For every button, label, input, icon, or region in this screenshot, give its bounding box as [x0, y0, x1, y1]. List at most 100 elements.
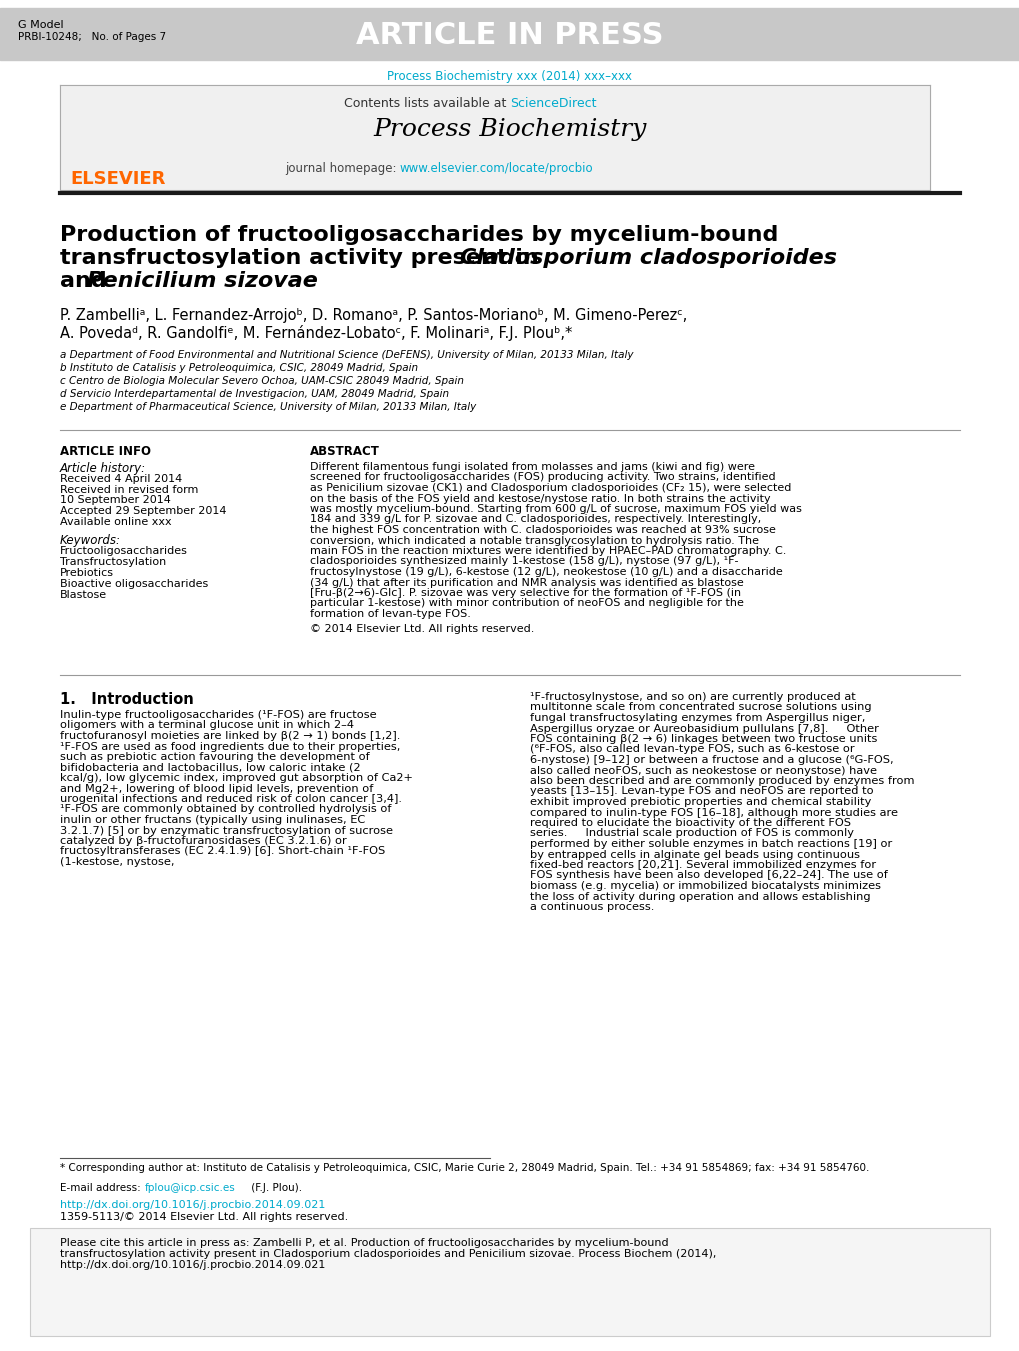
Text: exhibit improved prebiotic properties and chemical stability: exhibit improved prebiotic properties an…	[530, 797, 870, 807]
Text: ABSTRACT: ABSTRACT	[310, 444, 379, 458]
Text: transfructosylation activity present in Cladosporium cladosporioides and Penicil: transfructosylation activity present in …	[60, 1250, 715, 1259]
Text: http://dx.doi.org/10.1016/j.procbio.2014.09.021: http://dx.doi.org/10.1016/j.procbio.2014…	[60, 1200, 325, 1210]
Text: ¹F-FOS are commonly obtained by controlled hydrolysis of: ¹F-FOS are commonly obtained by controll…	[60, 804, 391, 815]
Text: formation of levan-type FOS.: formation of levan-type FOS.	[310, 609, 471, 619]
Text: Production of fructooligosaccharides by mycelium-bound: Production of fructooligosaccharides by …	[60, 226, 777, 245]
Text: 10 September 2014: 10 September 2014	[60, 494, 171, 505]
Text: © 2014 Elsevier Ltd. All rights reserved.: © 2014 Elsevier Ltd. All rights reserved…	[310, 624, 534, 635]
Text: Blastose: Blastose	[60, 590, 107, 600]
Text: Prebiotics: Prebiotics	[60, 567, 114, 578]
Text: Received 4 April 2014: Received 4 April 2014	[60, 474, 182, 484]
Text: particular 1-kestose) with minor contribution of neoFOS and negligible for the: particular 1-kestose) with minor contrib…	[310, 598, 743, 608]
Text: Keywords:: Keywords:	[60, 534, 121, 547]
Text: ARTICLE IN PRESS: ARTICLE IN PRESS	[356, 20, 663, 50]
Text: 1359-5113/© 2014 Elsevier Ltd. All rights reserved.: 1359-5113/© 2014 Elsevier Ltd. All right…	[60, 1212, 347, 1223]
Text: Penicilium sizovae: Penicilium sizovae	[87, 272, 318, 290]
Text: Process Biochemistry: Process Biochemistry	[373, 118, 646, 141]
Text: Cladosporium cladosporioides: Cladosporium cladosporioides	[460, 249, 837, 267]
Text: a continuous process.: a continuous process.	[530, 902, 654, 912]
Text: [Fru-β(2→6)-Glc]. P. sizovae was very selective for the formation of ¹F-FOS (in: [Fru-β(2→6)-Glc]. P. sizovae was very se…	[310, 588, 741, 598]
Text: conversion, which indicated a notable transglycosylation to hydrolysis ratio. Th: conversion, which indicated a notable tr…	[310, 535, 758, 546]
Text: the loss of activity during operation and allows establishing: the loss of activity during operation an…	[530, 892, 870, 901]
Text: G Model: G Model	[18, 20, 63, 30]
Text: 1.   Introduction: 1. Introduction	[60, 692, 194, 707]
Text: bifidobacteria and lactobacillus, low caloric intake (2: bifidobacteria and lactobacillus, low ca…	[60, 762, 361, 773]
Text: fructosyltransferases (EC 2.4.1.9) [6]. Short-chain ¹F-FOS: fructosyltransferases (EC 2.4.1.9) [6]. …	[60, 847, 385, 857]
Text: Contents lists available at: Contents lists available at	[343, 97, 510, 109]
Bar	[0, 8, 1019, 59]
Text: series.     Industrial scale production of FOS is commonly: series. Industrial scale production of F…	[530, 828, 853, 839]
Text: Fructooligosaccharides: Fructooligosaccharides	[60, 546, 187, 557]
Text: P. Zambelliᵃ, L. Fernandez-Arrojoᵇ, D. Romanoᵃ, P. Santos-Morianoᵇ, M. Gimeno-Pe: P. Zambelliᵃ, L. Fernandez-Arrojoᵇ, D. R…	[60, 308, 687, 323]
Text: such as prebiotic action favouring the development of: such as prebiotic action favouring the d…	[60, 753, 370, 762]
Text: Inulin-type fructooligosaccharides (¹F-FOS) are fructose: Inulin-type fructooligosaccharides (¹F-F…	[60, 711, 376, 720]
Text: c Centro de Biologia Molecular Severo Ochoa, UAM-CSIC 28049 Madrid, Spain: c Centro de Biologia Molecular Severo Oc…	[60, 376, 464, 386]
Text: multitonne scale from concentrated sucrose solutions using: multitonne scale from concentrated sucro…	[530, 703, 871, 712]
Text: by entrapped cells in alginate gel beads using continuous: by entrapped cells in alginate gel beads…	[530, 850, 859, 859]
Text: Article history:: Article history:	[60, 462, 146, 476]
Text: * Corresponding author at: Instituto de Catalisis y Petroleoquimica, CSIC, Marie: * Corresponding author at: Instituto de …	[60, 1163, 868, 1173]
Text: (⁶F-FOS, also called levan-type FOS, such as 6-kestose or: (⁶F-FOS, also called levan-type FOS, suc…	[530, 744, 854, 754]
FancyBboxPatch shape	[30, 1228, 989, 1336]
Text: Accepted 29 September 2014: Accepted 29 September 2014	[60, 507, 226, 516]
Text: ScienceDirect: ScienceDirect	[510, 97, 596, 109]
Text: required to elucidate the bioactivity of the different FOS: required to elucidate the bioactivity of…	[530, 817, 850, 828]
Text: catalyzed by β-fructofuranosidases (EC 3.2.1.6) or: catalyzed by β-fructofuranosidases (EC 3…	[60, 836, 346, 846]
Text: cladosporioides synthesized mainly 1-kestose (158 g/L), nystose (97 g/L), ¹F-: cladosporioides synthesized mainly 1-kes…	[310, 557, 738, 566]
Text: fixed-bed reactors [20,21]. Several immobilized enzymes for: fixed-bed reactors [20,21]. Several immo…	[530, 861, 875, 870]
Text: a Department of Food Environmental and Nutritional Science (DeFENS), University : a Department of Food Environmental and N…	[60, 350, 633, 359]
Text: ¹F-fructosylnystose, and so on) are currently produced at: ¹F-fructosylnystose, and so on) are curr…	[530, 692, 855, 703]
Text: Received in revised form: Received in revised form	[60, 485, 198, 494]
Text: kcal/g), low glycemic index, improved gut absorption of Ca2+: kcal/g), low glycemic index, improved gu…	[60, 773, 413, 784]
Text: http://dx.doi.org/10.1016/j.procbio.2014.09.021: http://dx.doi.org/10.1016/j.procbio.2014…	[60, 1260, 325, 1270]
Text: (1-kestose, nystose,: (1-kestose, nystose,	[60, 857, 174, 867]
Text: on the basis of the FOS yield and kestose/nystose ratio. In both strains the act: on the basis of the FOS yield and kestos…	[310, 493, 770, 504]
Text: oligomers with a terminal glucose unit in which 2–4: oligomers with a terminal glucose unit i…	[60, 720, 354, 731]
Bar	[60, 85, 929, 190]
Text: fplou@icp.csic.es: fplou@icp.csic.es	[145, 1183, 235, 1193]
Text: and Mg2+, lowering of blood lipid levels, prevention of: and Mg2+, lowering of blood lipid levels…	[60, 784, 373, 793]
Text: FOS synthesis have been also developed [6,22–24]. The use of: FOS synthesis have been also developed […	[530, 870, 887, 881]
Text: Process Biochemistry xxx (2014) xxx–xxx: Process Biochemistry xxx (2014) xxx–xxx	[387, 70, 632, 82]
Text: Bioactive oligosaccharides: Bioactive oligosaccharides	[60, 580, 208, 589]
Text: as Penicilium sizovae (CK1) and Cladosporium cladosporioides (CF₂ 15), were sele: as Penicilium sizovae (CK1) and Cladospo…	[310, 484, 791, 493]
Text: A. Povedaᵈ, R. Gandolfiᵉ, M. Fernández-Lobatoᶜ, F. Molinariᵃ, F.J. Plouᵇ,*: A. Povedaᵈ, R. Gandolfiᵉ, M. Fernández-L…	[60, 326, 572, 340]
Text: the highest FOS concentration with C. cladosporioides was reached at 93% sucrose: the highest FOS concentration with C. cl…	[310, 526, 775, 535]
Text: was mostly mycelium-bound. Starting from 600 g/L of sucrose, maximum FOS yield w: was mostly mycelium-bound. Starting from…	[310, 504, 801, 513]
Text: fructosylnystose (19 g/L), 6-kestose (12 g/L), neokestose (10 g/L) and a disacch: fructosylnystose (19 g/L), 6-kestose (12…	[310, 567, 782, 577]
Text: performed by either soluble enzymes in batch reactions [19] or: performed by either soluble enzymes in b…	[530, 839, 892, 848]
Text: E-mail address:: E-mail address:	[60, 1183, 144, 1193]
Text: fructofuranosyl moieties are linked by β(2 → 1) bonds [1,2].: fructofuranosyl moieties are linked by β…	[60, 731, 400, 740]
Text: b Instituto de Catalisis y Petroleoquimica, CSIC, 28049 Madrid, Spain: b Instituto de Catalisis y Petroleoquimi…	[60, 363, 418, 373]
Text: 6-nystose) [9–12] or between a fructose and a glucose (⁶G-FOS,: 6-nystose) [9–12] or between a fructose …	[530, 755, 893, 765]
Text: ELSEVIER: ELSEVIER	[70, 170, 165, 188]
Text: yeasts [13–15]. Levan-type FOS and neoFOS are reported to: yeasts [13–15]. Levan-type FOS and neoFO…	[530, 786, 872, 797]
Text: and: and	[60, 272, 114, 290]
Text: main FOS in the reaction mixtures were identified by HPAEC–PAD chromatography. C: main FOS in the reaction mixtures were i…	[310, 546, 786, 557]
Text: screened for fructooligosaccharides (FOS) producing activity. Two strains, ident: screened for fructooligosaccharides (FOS…	[310, 473, 774, 482]
Text: Please cite this article in press as: Zambelli P, et al. Production of fructooli: Please cite this article in press as: Za…	[60, 1238, 668, 1248]
Text: journal homepage:: journal homepage:	[284, 162, 399, 176]
Text: biomass (e.g. mycelia) or immobilized biocatalysts minimizes: biomass (e.g. mycelia) or immobilized bi…	[530, 881, 880, 892]
Text: fungal transfructosylating enzymes from Aspergillus niger,: fungal transfructosylating enzymes from …	[530, 713, 864, 723]
Text: inulin or other fructans (typically using inulinases, EC: inulin or other fructans (typically usin…	[60, 815, 365, 825]
Text: Aspergillus oryzae or Aureobasidium pullulans [7,8].     Other: Aspergillus oryzae or Aureobasidium pull…	[530, 724, 878, 734]
Text: transfructosylation activity present in: transfructosylation activity present in	[60, 249, 546, 267]
Text: 184 and 339 g/L for P. sizovae and C. cladosporioides, respectively. Interesting: 184 and 339 g/L for P. sizovae and C. cl…	[310, 515, 760, 524]
Text: also called neoFOS, such as neokestose or neonystose) have: also called neoFOS, such as neokestose o…	[530, 766, 876, 775]
Text: (F.J. Plou).: (F.J. Plou).	[248, 1183, 302, 1193]
Text: Available online xxx: Available online xxx	[60, 517, 171, 527]
Text: FOS containing β(2 → 6) linkages between two fructose units: FOS containing β(2 → 6) linkages between…	[530, 734, 876, 744]
Text: www.elsevier.com/locate/procbio: www.elsevier.com/locate/procbio	[399, 162, 593, 176]
Text: also been described and are commonly produced by enzymes from: also been described and are commonly pro…	[530, 775, 914, 786]
Text: ARTICLE INFO: ARTICLE INFO	[60, 444, 151, 458]
Text: Transfructosylation: Transfructosylation	[60, 557, 166, 567]
Text: ¹F-FOS are used as food ingredients due to their properties,: ¹F-FOS are used as food ingredients due …	[60, 742, 400, 751]
Text: (34 g/L) that after its purification and NMR analysis was identified as blastose: (34 g/L) that after its purification and…	[310, 577, 743, 588]
Text: 3.2.1.7) [5] or by enzymatic transfructosylation of sucrose: 3.2.1.7) [5] or by enzymatic transfructo…	[60, 825, 392, 835]
Text: compared to inulin-type FOS [16–18], although more studies are: compared to inulin-type FOS [16–18], alt…	[530, 808, 897, 817]
Text: Different filamentous fungi isolated from molasses and jams (kiwi and fig) were: Different filamentous fungi isolated fro…	[310, 462, 754, 471]
Text: urogenital infections and reduced risk of colon cancer [3,4].: urogenital infections and reduced risk o…	[60, 794, 401, 804]
Text: e Department of Pharmaceutical Science, University of Milan, 20133 Milan, Italy: e Department of Pharmaceutical Science, …	[60, 403, 476, 412]
Text: d Servicio Interdepartamental de Investigacion, UAM, 28049 Madrid, Spain: d Servicio Interdepartamental de Investi…	[60, 389, 448, 399]
